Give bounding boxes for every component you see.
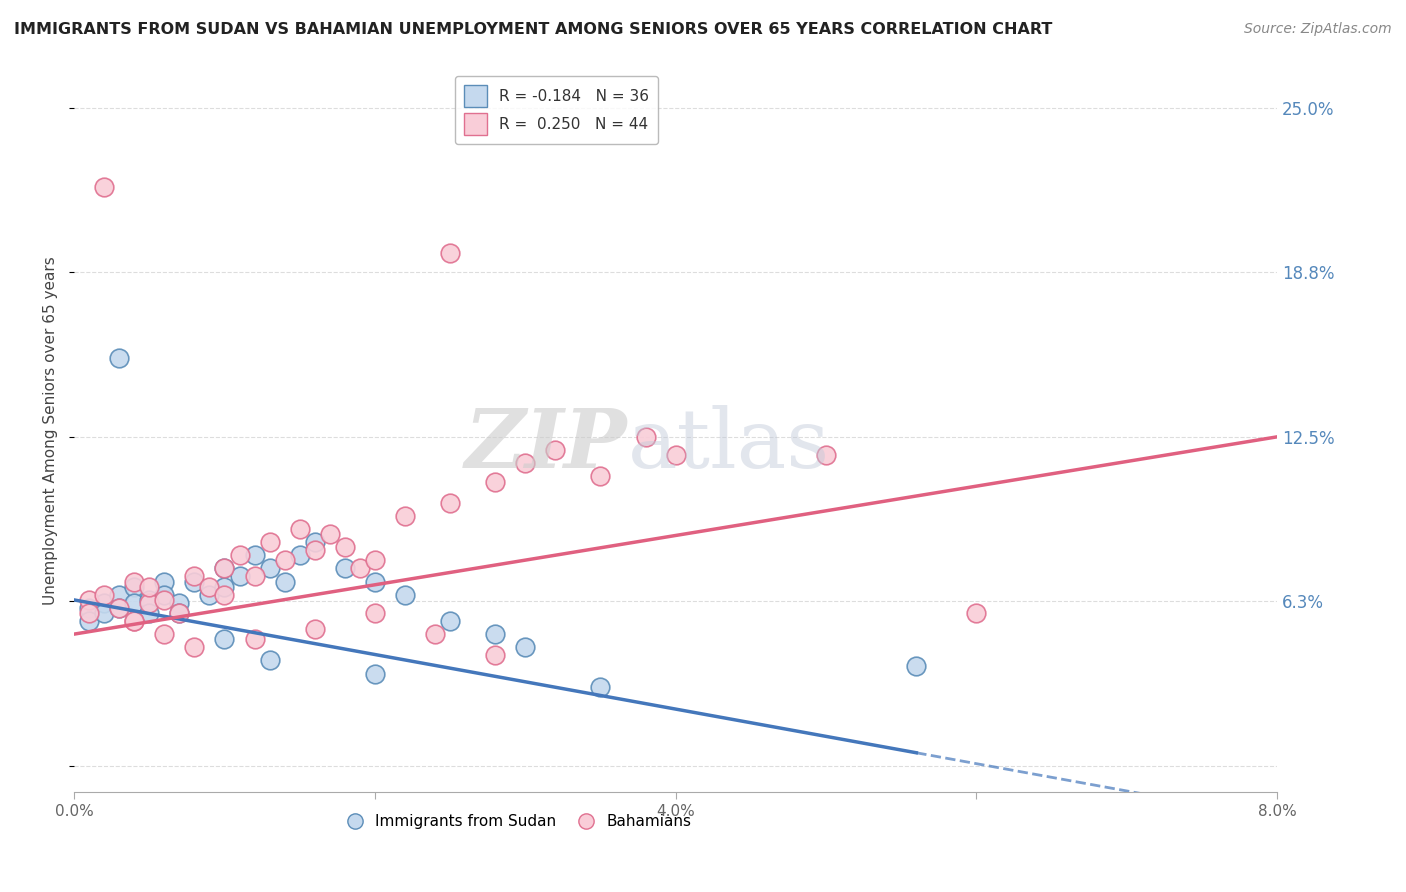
Point xyxy=(815,448,838,462)
Point xyxy=(364,606,387,620)
Point xyxy=(93,606,115,620)
Point xyxy=(108,351,131,365)
Point xyxy=(243,569,266,583)
Point xyxy=(93,180,115,194)
Point xyxy=(214,561,236,575)
Text: IMMIGRANTS FROM SUDAN VS BAHAMIAN UNEMPLOYMENT AMONG SENIORS OVER 65 YEARS CORRE: IMMIGRANTS FROM SUDAN VS BAHAMIAN UNEMPL… xyxy=(14,22,1053,37)
Point xyxy=(93,596,115,610)
Point xyxy=(304,622,326,636)
Point xyxy=(589,680,612,694)
Point xyxy=(273,574,295,589)
Point xyxy=(214,632,236,647)
Y-axis label: Unemployment Among Seniors over 65 years: Unemployment Among Seniors over 65 years xyxy=(44,256,58,605)
Point xyxy=(198,588,221,602)
Point xyxy=(905,658,928,673)
Point xyxy=(183,569,205,583)
Point xyxy=(77,614,100,628)
Point xyxy=(138,580,160,594)
Point xyxy=(439,614,461,628)
Text: ZIP: ZIP xyxy=(465,405,627,484)
Point xyxy=(138,606,160,620)
Point xyxy=(259,535,281,549)
Point xyxy=(665,448,688,462)
Point xyxy=(364,666,387,681)
Point xyxy=(77,600,100,615)
Point xyxy=(77,593,100,607)
Point xyxy=(484,475,506,489)
Point xyxy=(228,569,250,583)
Point xyxy=(138,593,160,607)
Point xyxy=(198,580,221,594)
Point xyxy=(423,627,446,641)
Point xyxy=(228,548,250,562)
Point xyxy=(319,527,342,541)
Point xyxy=(243,548,266,562)
Point xyxy=(77,606,100,620)
Point xyxy=(214,580,236,594)
Point xyxy=(108,600,131,615)
Point xyxy=(108,588,131,602)
Point xyxy=(273,553,295,567)
Point xyxy=(544,442,567,457)
Point xyxy=(394,508,416,523)
Point xyxy=(333,561,356,575)
Point xyxy=(122,614,145,628)
Point xyxy=(349,561,371,575)
Point xyxy=(439,495,461,509)
Point xyxy=(169,596,191,610)
Point xyxy=(304,535,326,549)
Point xyxy=(122,596,145,610)
Text: Source: ZipAtlas.com: Source: ZipAtlas.com xyxy=(1244,22,1392,37)
Point xyxy=(122,614,145,628)
Point xyxy=(214,561,236,575)
Point xyxy=(304,543,326,558)
Point xyxy=(108,600,131,615)
Point xyxy=(259,561,281,575)
Point xyxy=(214,588,236,602)
Point xyxy=(169,606,191,620)
Point xyxy=(138,596,160,610)
Point xyxy=(93,588,115,602)
Point xyxy=(122,580,145,594)
Point xyxy=(243,632,266,647)
Point xyxy=(183,640,205,655)
Point xyxy=(394,588,416,602)
Point xyxy=(153,593,176,607)
Point xyxy=(333,541,356,555)
Point xyxy=(515,640,537,655)
Point xyxy=(364,553,387,567)
Point xyxy=(122,574,145,589)
Point xyxy=(966,606,988,620)
Point xyxy=(439,245,461,260)
Point xyxy=(484,648,506,662)
Point xyxy=(515,456,537,470)
Point xyxy=(259,653,281,667)
Point xyxy=(153,574,176,589)
Point xyxy=(183,574,205,589)
Point xyxy=(153,588,176,602)
Point xyxy=(288,522,311,536)
Point xyxy=(153,627,176,641)
Point xyxy=(364,574,387,589)
Point xyxy=(288,548,311,562)
Point xyxy=(589,469,612,483)
Point xyxy=(634,430,657,444)
Point xyxy=(484,627,506,641)
Legend: Immigrants from Sudan, Bahamians: Immigrants from Sudan, Bahamians xyxy=(342,808,697,835)
Point xyxy=(169,606,191,620)
Text: atlas: atlas xyxy=(627,405,830,484)
